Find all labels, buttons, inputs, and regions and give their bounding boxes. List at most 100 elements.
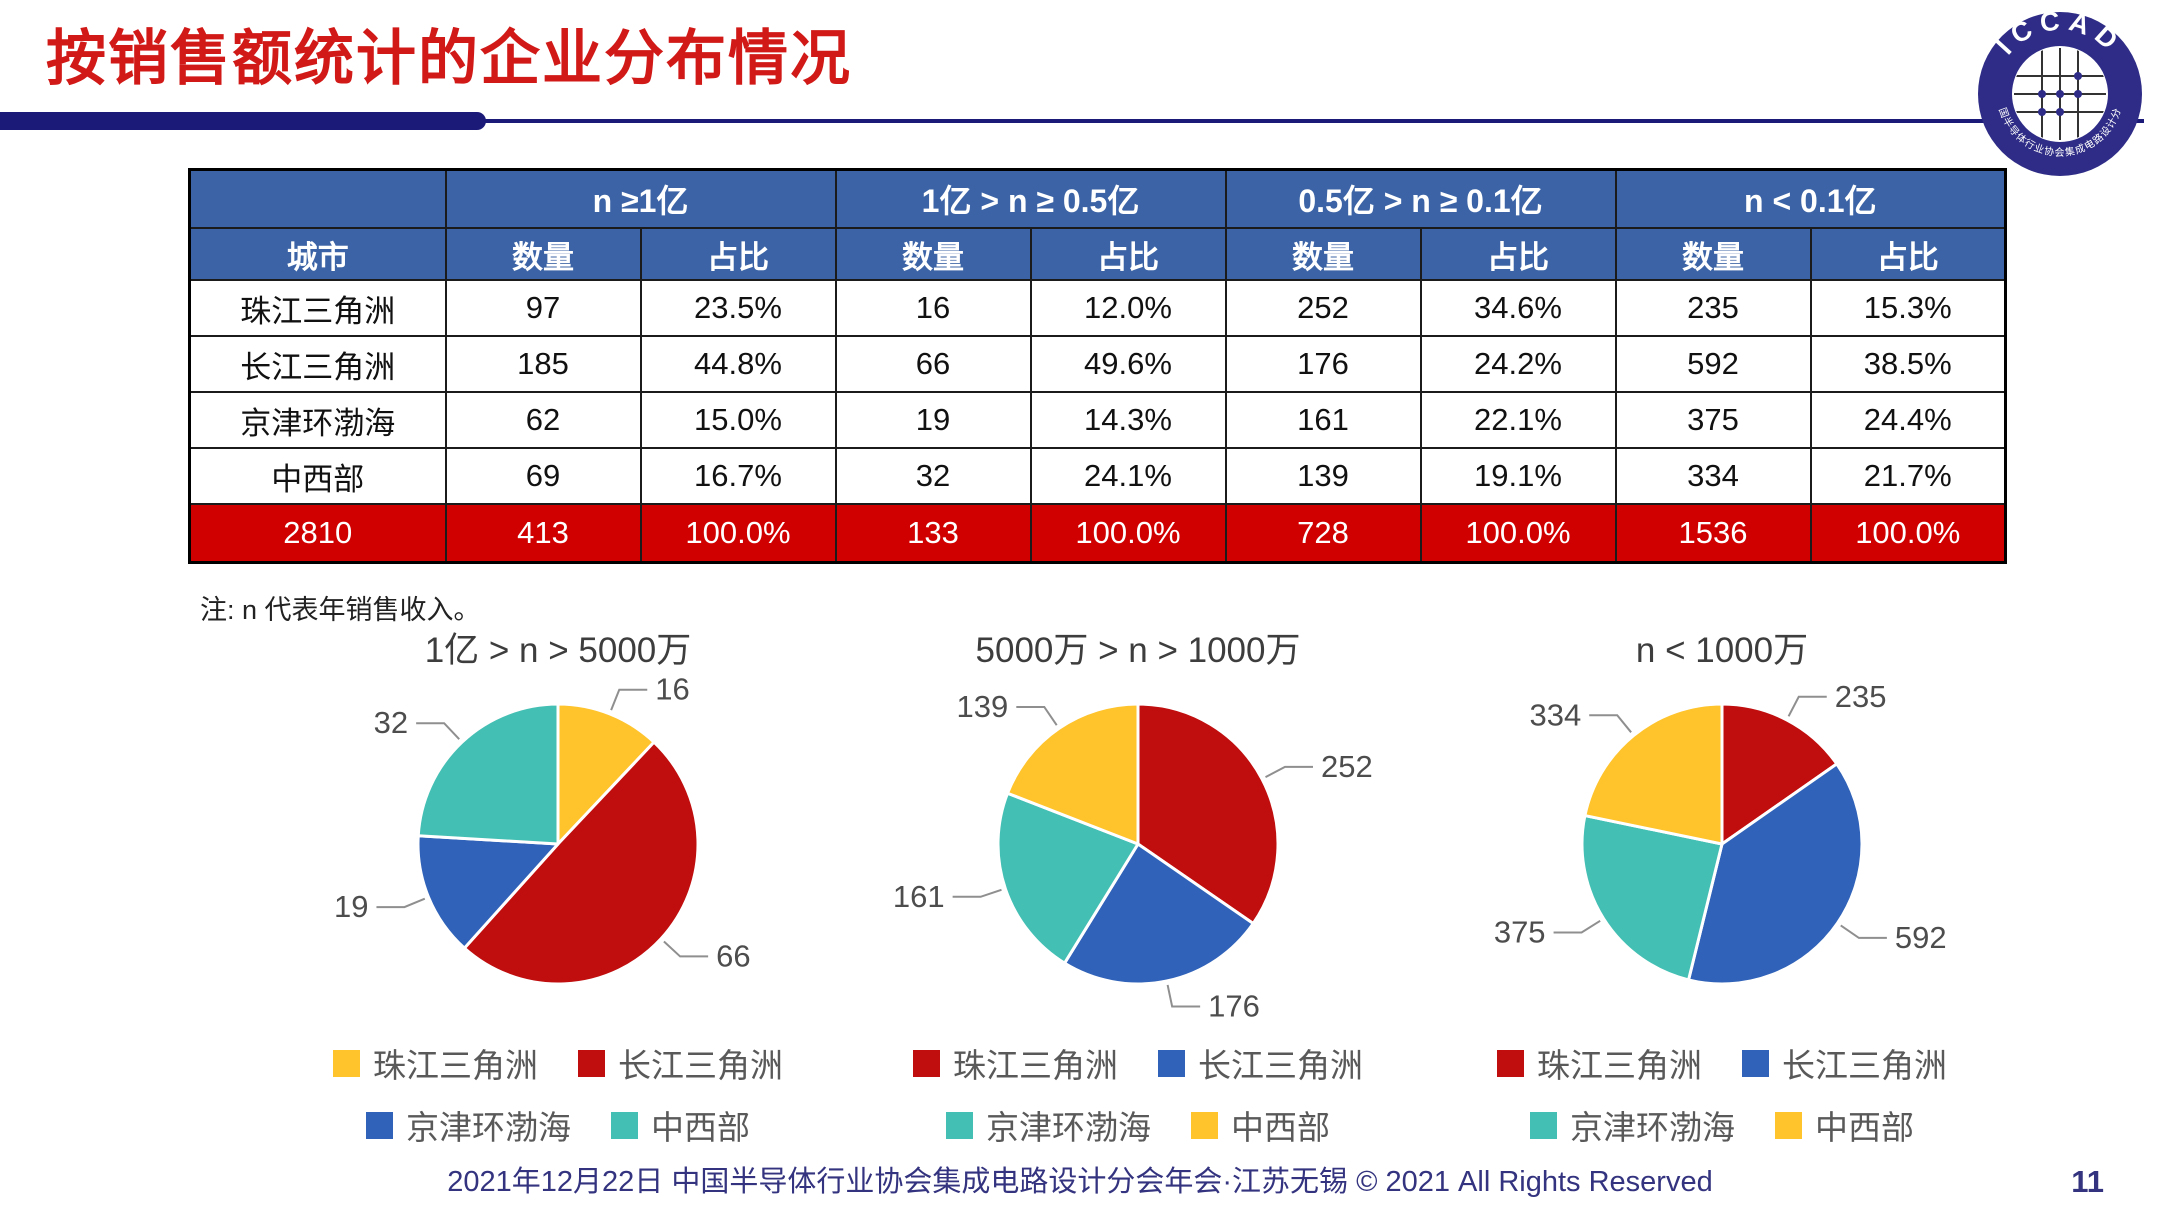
legend-swatch-icon [1530, 1111, 1557, 1139]
pie-slice-长江三角洲 [1687, 762, 1864, 986]
total-cell: 100.0% [1809, 503, 2007, 564]
pie-value-label: 66 [716, 938, 750, 973]
table-cell: 16 [834, 279, 1032, 337]
row-header-city: 长江三角洲 [188, 335, 447, 393]
pie-slice-中西部 [1583, 702, 1724, 846]
iccad-logo: ICCAD 中国半导体行业协会集成电路设计分会 [1971, 0, 2144, 178]
table-cell: 34.6% [1419, 279, 1617, 337]
pie-slice-京津环渤海 [1580, 814, 1724, 982]
total-cell: 1536 [1614, 503, 1812, 564]
pie-legend: 珠江三角洲 长江三角洲 京津环渤海 中西部 [268, 1039, 848, 1149]
pie-value-label: 235 [1835, 679, 1887, 714]
legend-label: 长江三角洲 [618, 1047, 783, 1084]
table-row: 京津环渤海 62 15.0% 19 14.3% 161 22.1% 375 24.4% [188, 391, 2007, 449]
legend-item: 中西部 [1775, 1101, 1914, 1149]
table-cell: 235 [1614, 279, 1812, 337]
table-total-row: 2810 413 100.0% 133 100.0% 728 100.0% 1536 100.0… [188, 503, 2007, 564]
pie-legend: 珠江三角洲 长江三角洲京津环渤海 中西部 [848, 1039, 1428, 1149]
legend-label: 长江三角洲 [1782, 1047, 1947, 1084]
leader-line [1840, 924, 1887, 939]
legend-swatch-icon [946, 1111, 973, 1139]
legend-swatch-icon [578, 1049, 605, 1077]
table-cell: 24.1% [1029, 447, 1227, 505]
legend-swatch-icon [1158, 1049, 1185, 1077]
table-cell: 23.5% [639, 279, 837, 337]
table-cell: 24.2% [1419, 335, 1617, 393]
table-head: n ≥1亿 1亿 > n ≥ 0.5亿 0.5亿 > n ≥ 0.1亿 n < 0.1… [188, 168, 2007, 281]
title-underline [0, 112, 2152, 130]
legend-row: 珠江三角洲 长江三角洲 [1497, 1039, 1947, 1087]
table-cell: 66 [834, 335, 1032, 393]
pie-value-label: 139 [957, 689, 1009, 724]
legend-label: 珠江三角洲 [953, 1047, 1118, 1084]
pie-value-label: 592 [1895, 920, 1947, 955]
table-cell: 15.0% [639, 391, 837, 449]
pie-chart-title: n < 1000万 [1635, 631, 1809, 670]
total-cell: 413 [444, 503, 642, 564]
legend-row: 珠江三角洲 长江三角洲 [333, 1039, 783, 1087]
leader-line [1589, 714, 1632, 733]
legend-label: 京津环渤海 [1570, 1109, 1735, 1146]
pie-slice-长江三角洲 [462, 740, 700, 986]
legend-item: 中西部 [1191, 1101, 1330, 1149]
legend-item: 珠江三角洲 [913, 1039, 1118, 1087]
group-header-cell: 1亿 > n ≥ 0.5亿 [834, 168, 1227, 229]
pie-charts-row: 1亿 > n > 5000万 16 66 19 32 珠江三角洲 长江三角洲 京津环渤海 中西部… [0, 630, 2160, 1146]
table-cell: 62 [444, 391, 642, 449]
total-cell: 100.0% [639, 503, 837, 564]
table-cell: 49.6% [1029, 335, 1227, 393]
count-header-cell: 数量 [834, 227, 1032, 281]
distribution-table: n ≥1亿 1亿 > n ≥ 0.5亿 0.5亿 > n ≥ 0.1亿 n < 0.1… [188, 168, 2008, 564]
table-row: 珠江三角洲 97 23.5% 16 12.0% 252 34.6% 235 15.3% [188, 279, 2007, 337]
pie-slice-珠江三角洲 [1720, 702, 1839, 846]
total-cell: 2810 [188, 503, 447, 564]
pie-value-label: 16 [655, 672, 689, 707]
group-header-cell: 0.5亿 > n ≥ 0.1亿 [1224, 168, 1617, 229]
legend-swatch-icon [1497, 1049, 1524, 1077]
pie-value-label: 161 [893, 879, 945, 914]
row-header-city: 珠江三角洲 [188, 279, 447, 337]
legend-item: 长江三角洲 [578, 1039, 783, 1087]
leader-line [416, 722, 460, 740]
total-cell: 133 [834, 503, 1032, 564]
pie-value-label: 176 [1208, 988, 1260, 1023]
legend-row: 京津环渤海 中西部 [366, 1101, 750, 1149]
leader-line [1787, 695, 1827, 717]
legend-item: 京津环渤海 [946, 1101, 1151, 1149]
legend-item: 长江三角洲 [1742, 1039, 1947, 1087]
count-header-cell: 数量 [1224, 227, 1422, 281]
table-cell: 14.3% [1029, 391, 1227, 449]
table-cell: 19.1% [1419, 447, 1617, 505]
total-cell: 100.0% [1419, 503, 1617, 564]
legend-label: 京津环渤海 [986, 1109, 1151, 1146]
table-row: 中西部 69 16.7% 32 24.1% 139 19.1% 334 21.7% [188, 447, 2007, 505]
legend-swatch-icon [1775, 1111, 1802, 1139]
legend-row: 珠江三角洲 长江三角洲 [913, 1039, 1363, 1087]
count-header-cell: 数量 [1614, 227, 1812, 281]
pie-value-label: 19 [334, 889, 368, 924]
city-header-cell: 城市 [188, 227, 447, 281]
legend-swatch-icon [1191, 1111, 1218, 1139]
pie-slice-中西部 [416, 702, 560, 846]
legend-item: 中西部 [611, 1101, 750, 1149]
legend-swatch-icon [366, 1111, 393, 1139]
table-cell: 592 [1614, 335, 1812, 393]
legend-label: 中西部 [1815, 1109, 1914, 1146]
table-cell: 252 [1224, 279, 1422, 337]
pie-svg: 235 592 375 334 [1494, 679, 1947, 986]
share-header-cell: 占比 [1029, 227, 1227, 281]
pie-value-label: 334 [1529, 697, 1581, 732]
pie-legend: 珠江三角洲 长江三角洲京津环渤海 中西部 [1432, 1039, 2012, 1149]
legend-label: 中西部 [651, 1109, 750, 1146]
total-cell: 100.0% [1029, 503, 1227, 564]
pie-slice-珠江三角洲 [556, 702, 656, 846]
table-cell: 139 [1224, 447, 1422, 505]
row-header-city: 中西部 [188, 447, 447, 505]
table-sub-header-row: 城市 数量 占比 数量 占比 数量 占比 数量 占比 [188, 227, 2007, 281]
leader-line [1265, 765, 1313, 778]
legend-swatch-icon [611, 1111, 638, 1139]
iccad-logo-svg: ICCAD 中国半导体行业协会集成电路设计分会 [1971, 0, 2142, 176]
table-cell: 15.3% [1809, 279, 2007, 337]
group-header-cell: n ≥1亿 [444, 168, 837, 229]
